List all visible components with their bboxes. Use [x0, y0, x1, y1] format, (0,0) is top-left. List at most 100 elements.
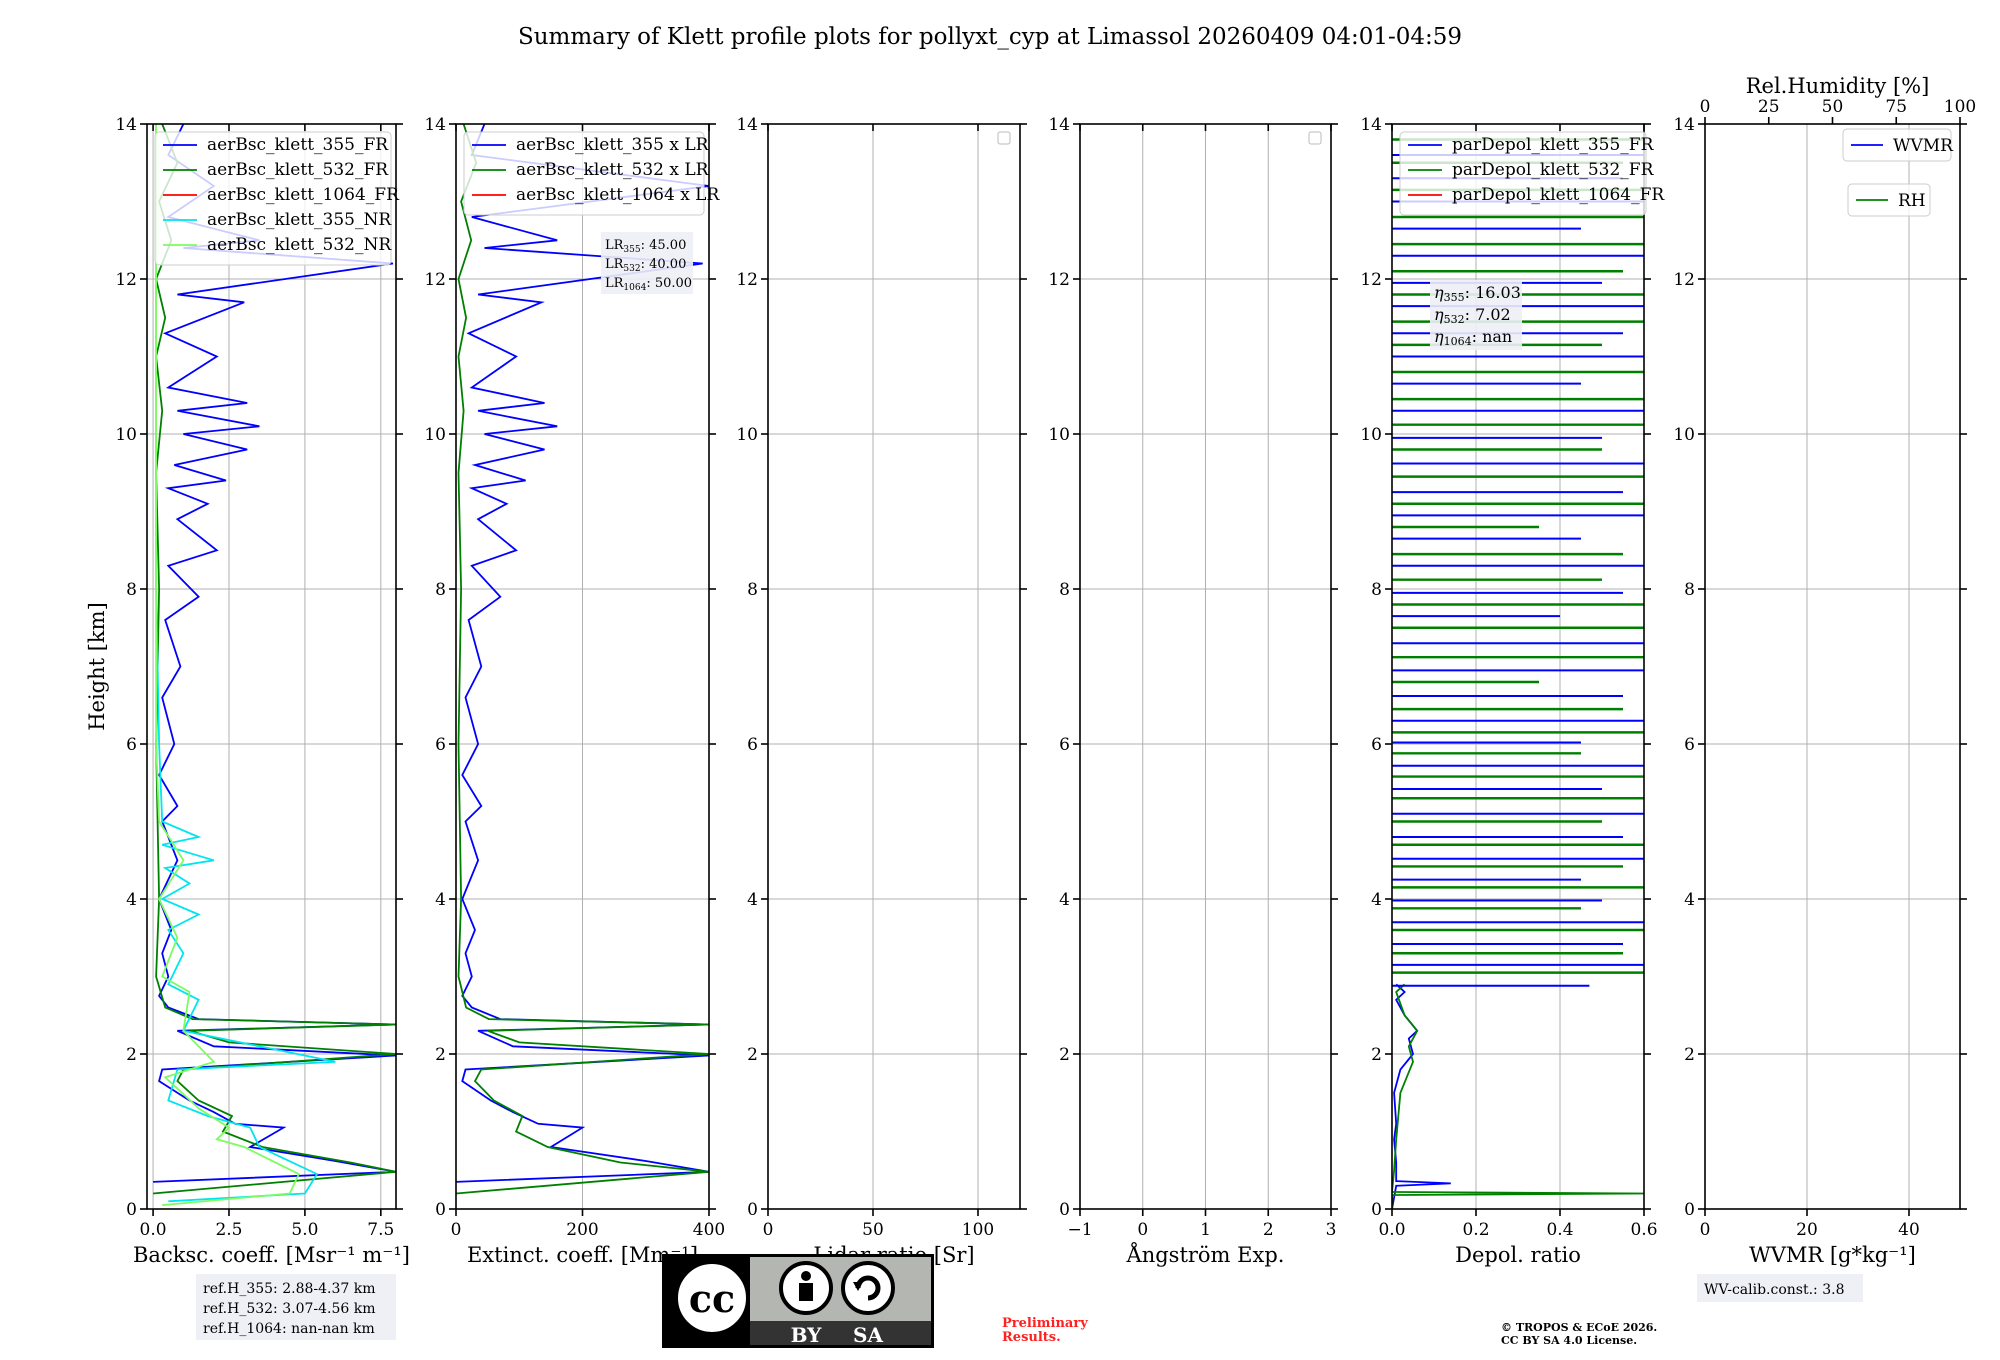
x-axis-label: Backsc. coeff. [Msr⁻¹ m⁻¹]: [133, 1243, 410, 1267]
panel-ext: 0 200 400 0 2 4 6 8 10 12 14 Extinct. coeff. [Mm⁻¹]…: [424, 115, 725, 1267]
x-axis-label: Ångström Exp.: [1126, 1242, 1285, 1267]
legend-box: [1399, 131, 1647, 216]
y-tick-label: 6: [126, 735, 137, 755]
eta-annotation-line: η1064: nan: [1434, 327, 1512, 348]
copyright-line1: © TROPOS & ECoE 2026.: [1501, 1321, 1657, 1334]
x-tick-label: 200: [566, 1220, 598, 1240]
reference-height-box-bg: [196, 1274, 396, 1340]
by-person-body: [799, 1283, 813, 1301]
y-tick-label: 12: [736, 270, 758, 290]
refh-355: ref.H_355: 2.88-4.37 km: [203, 1281, 376, 1297]
sa-arrow-head: [853, 1282, 863, 1291]
legend-label: aerBsc_klett_355_NR: [207, 210, 392, 230]
axes-frame: [146, 123, 397, 1210]
axes-frame: [1704, 123, 1961, 1210]
y-tick-label: 6: [1371, 735, 1382, 755]
x-tick-label: 0.6: [1630, 1220, 1657, 1240]
y-tick-label: 8: [747, 580, 758, 600]
data-group: [153, 124, 396, 1206]
lr-annotation-line: LR355: 45.00: [605, 238, 686, 255]
legend-label: aerBsc_klett_532_FR: [207, 160, 389, 180]
preliminary-line1: Preliminary: [1002, 1316, 1088, 1331]
y-tick-label: 0: [126, 1200, 137, 1220]
y-tick-label: 14: [115, 115, 137, 135]
legend-label: aerBsc_klett_1064_FR: [207, 185, 400, 205]
legend-box: [154, 131, 392, 266]
x-tick-label: −1: [1067, 1220, 1092, 1240]
x-tick-label: 0.4: [1546, 1220, 1573, 1240]
cc-logo-icon: [674, 1260, 750, 1336]
empty-legend-box: [1308, 131, 1322, 145]
x-tick-label: 1: [1200, 1220, 1211, 1240]
series-line-aerBsc_klett_532 x LR: [456, 124, 709, 1195]
legend-label: aerBsc_klett_532 x LR: [516, 160, 710, 180]
top-x-tick-label: 100: [1944, 97, 1976, 117]
x-tick-label: 0: [763, 1220, 774, 1240]
figure-title: Summary of Klett profile plots for polly…: [518, 24, 1462, 50]
y-tick-label: 2: [435, 1045, 446, 1065]
y-tick-label: 2: [126, 1045, 137, 1065]
eta-annotation-line: η355: 16.03: [1434, 283, 1521, 304]
top-x-tick-label: 25: [1758, 97, 1780, 117]
x-axis-label: WVMR [g*kg⁻¹]: [1749, 1243, 1916, 1267]
top-x-tick-label: 75: [1885, 97, 1907, 117]
y-tick-label: 6: [435, 735, 446, 755]
y-tick-label: 14: [424, 115, 446, 135]
y-tick-label: 8: [1371, 580, 1382, 600]
eta-annotation-box: [1430, 280, 1522, 350]
x-tick-label: 0.2: [1462, 1220, 1489, 1240]
x-tick-label: 20: [1796, 1220, 1818, 1240]
cc-logo-text: cc: [689, 1276, 735, 1321]
y-tick-label: 10: [1360, 425, 1382, 445]
x-tick-label: 3: [1326, 1220, 1337, 1240]
refh-532: ref.H_532: 3.07-4.56 km: [203, 1301, 376, 1317]
cc-sa-label: SA: [853, 1323, 883, 1347]
empty-legend-box: [997, 131, 1011, 145]
series-line-aerBsc_klett_355_FR: [153, 124, 396, 1183]
axes-frame: [1391, 123, 1645, 1210]
y-tick-label: 10: [115, 425, 137, 445]
y-tick-label: 12: [1673, 270, 1695, 290]
x-tick-label: 0.0: [1378, 1220, 1405, 1240]
y-tick-label: 6: [1684, 735, 1695, 755]
x-tick-label: 0: [451, 1220, 462, 1240]
panel-bsc: 0.0 2.5 5.0 7.5 0 2 4 6 8 10 12 14 Backsc. coeff. [M…: [85, 115, 410, 1267]
series-line-aerBsc_klett_355 x LR: [456, 124, 709, 1183]
y-tick-label: 4: [1684, 890, 1695, 910]
x-tick-label: 7.5: [367, 1220, 394, 1240]
y-tick-label: 12: [1360, 270, 1382, 290]
cc-license-badge: cc BY SA: [662, 1254, 934, 1348]
legend-box: [1847, 183, 1931, 217]
y-tick-label: 14: [1673, 115, 1695, 135]
series-line-aerBsc_klett_532_NR: [155, 124, 300, 1206]
x-tick-label: 2: [1263, 1220, 1274, 1240]
wv-calib-box: WV-calib.const.: 3.8: [1697, 1274, 1863, 1302]
legend-box: [463, 131, 705, 216]
data-group: [456, 124, 709, 1195]
legend-box: [1842, 128, 1952, 162]
y-tick-label: 8: [1684, 580, 1695, 600]
legend-label: aerBsc_klett_355_FR: [207, 135, 389, 155]
y-tick-label: 12: [115, 270, 137, 290]
wv-calib-box-bg: [1697, 1274, 1863, 1302]
y-tick-label: 0: [1684, 1200, 1695, 1220]
y-tick-label: 8: [435, 580, 446, 600]
y-tick-label: 0: [1371, 1200, 1382, 1220]
x-tick-label: 400: [693, 1220, 725, 1240]
series-line-parDepol_klett_532_FR: [1392, 983, 1644, 1209]
legend-label: parDepol_klett_532_FR: [1452, 160, 1655, 180]
x-tick-label: 2.5: [215, 1220, 242, 1240]
y-tick-label: 0: [747, 1200, 758, 1220]
y-tick-label: 10: [736, 425, 758, 445]
y-axis-label: Height [km]: [85, 602, 109, 731]
panel-wv: 0 20 40 0 2 4 6 8 10 12 14 WVMR [g*kg⁻¹] 0 25 50 75 100 R…: [1673, 74, 1976, 1267]
cc-by-label: BY: [791, 1323, 823, 1347]
y-tick-label: 2: [747, 1045, 758, 1065]
y-tick-label: 0: [1059, 1200, 1070, 1220]
y-tick-label: 0: [435, 1200, 446, 1220]
copyright-line2: CC BY SA 4.0 License.: [1501, 1334, 1637, 1347]
x-axis-label: Extinct. coeff. [Mm⁻¹]: [467, 1243, 698, 1267]
y-tick-label: 10: [1673, 425, 1695, 445]
y-tick-label: 12: [1048, 270, 1070, 290]
